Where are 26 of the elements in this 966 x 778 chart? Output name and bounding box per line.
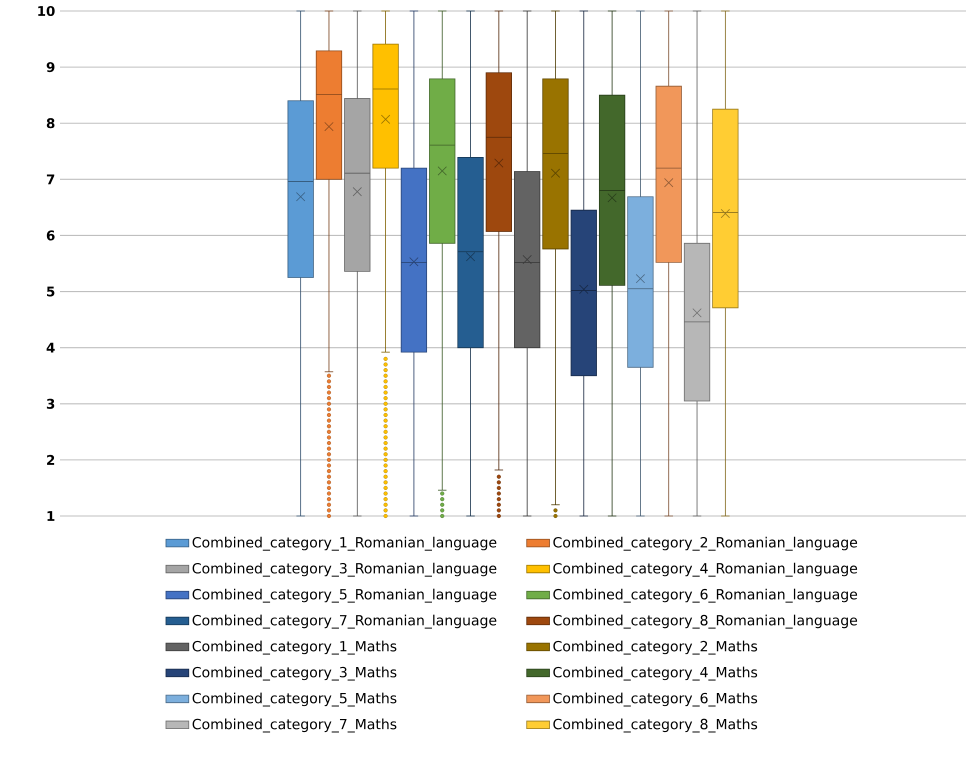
legend-label: Combined_category_5_Maths [192,692,396,707]
legend-label: Combined_category_2_Maths [553,640,758,655]
legend-label: Combined_category_3_Romanian_language [192,562,496,577]
legend-label: Combined_category_8_Maths [553,718,758,732]
legend-label: Combined_category_5_Romanian_language [192,588,496,603]
y-tick-label: 5 [47,286,54,297]
y-tick-label: 9 [46,62,54,72]
legend-label: Combined_category_7_Romanian_language [192,614,496,629]
legend-label: Combined_category_1_Maths [192,640,396,655]
y-tick-label: 1 [48,511,54,521]
legend-label: Combined_category_7_Maths [192,718,396,732]
y-tick-label: 4 [46,342,55,353]
y-tick-label: 10 [38,6,55,16]
legend-label: Combined_category_1_Romanian_language [192,536,496,551]
y-tick-label: 3 [46,398,54,409]
y-tick-label: 8 [46,118,54,128]
legend-label: Combined_category_6_Maths [553,692,758,707]
y-tick-label: 2 [47,454,54,465]
legend-label: Combined_category_2_Romanian_language [553,536,858,551]
legend-label: Combined_category_4_Romanian_language [553,562,858,577]
legend-label: Combined_category_8_Romanian_language [553,614,858,629]
legend-label: Combined_category_6_Romanian_language [553,588,858,603]
y-tick-label: 6 [46,230,55,240]
legend-label: Combined_category_4_Maths [553,666,758,681]
y-tick-label: 7 [46,174,54,184]
legend-label: Combined_category_3_Maths [192,666,396,681]
